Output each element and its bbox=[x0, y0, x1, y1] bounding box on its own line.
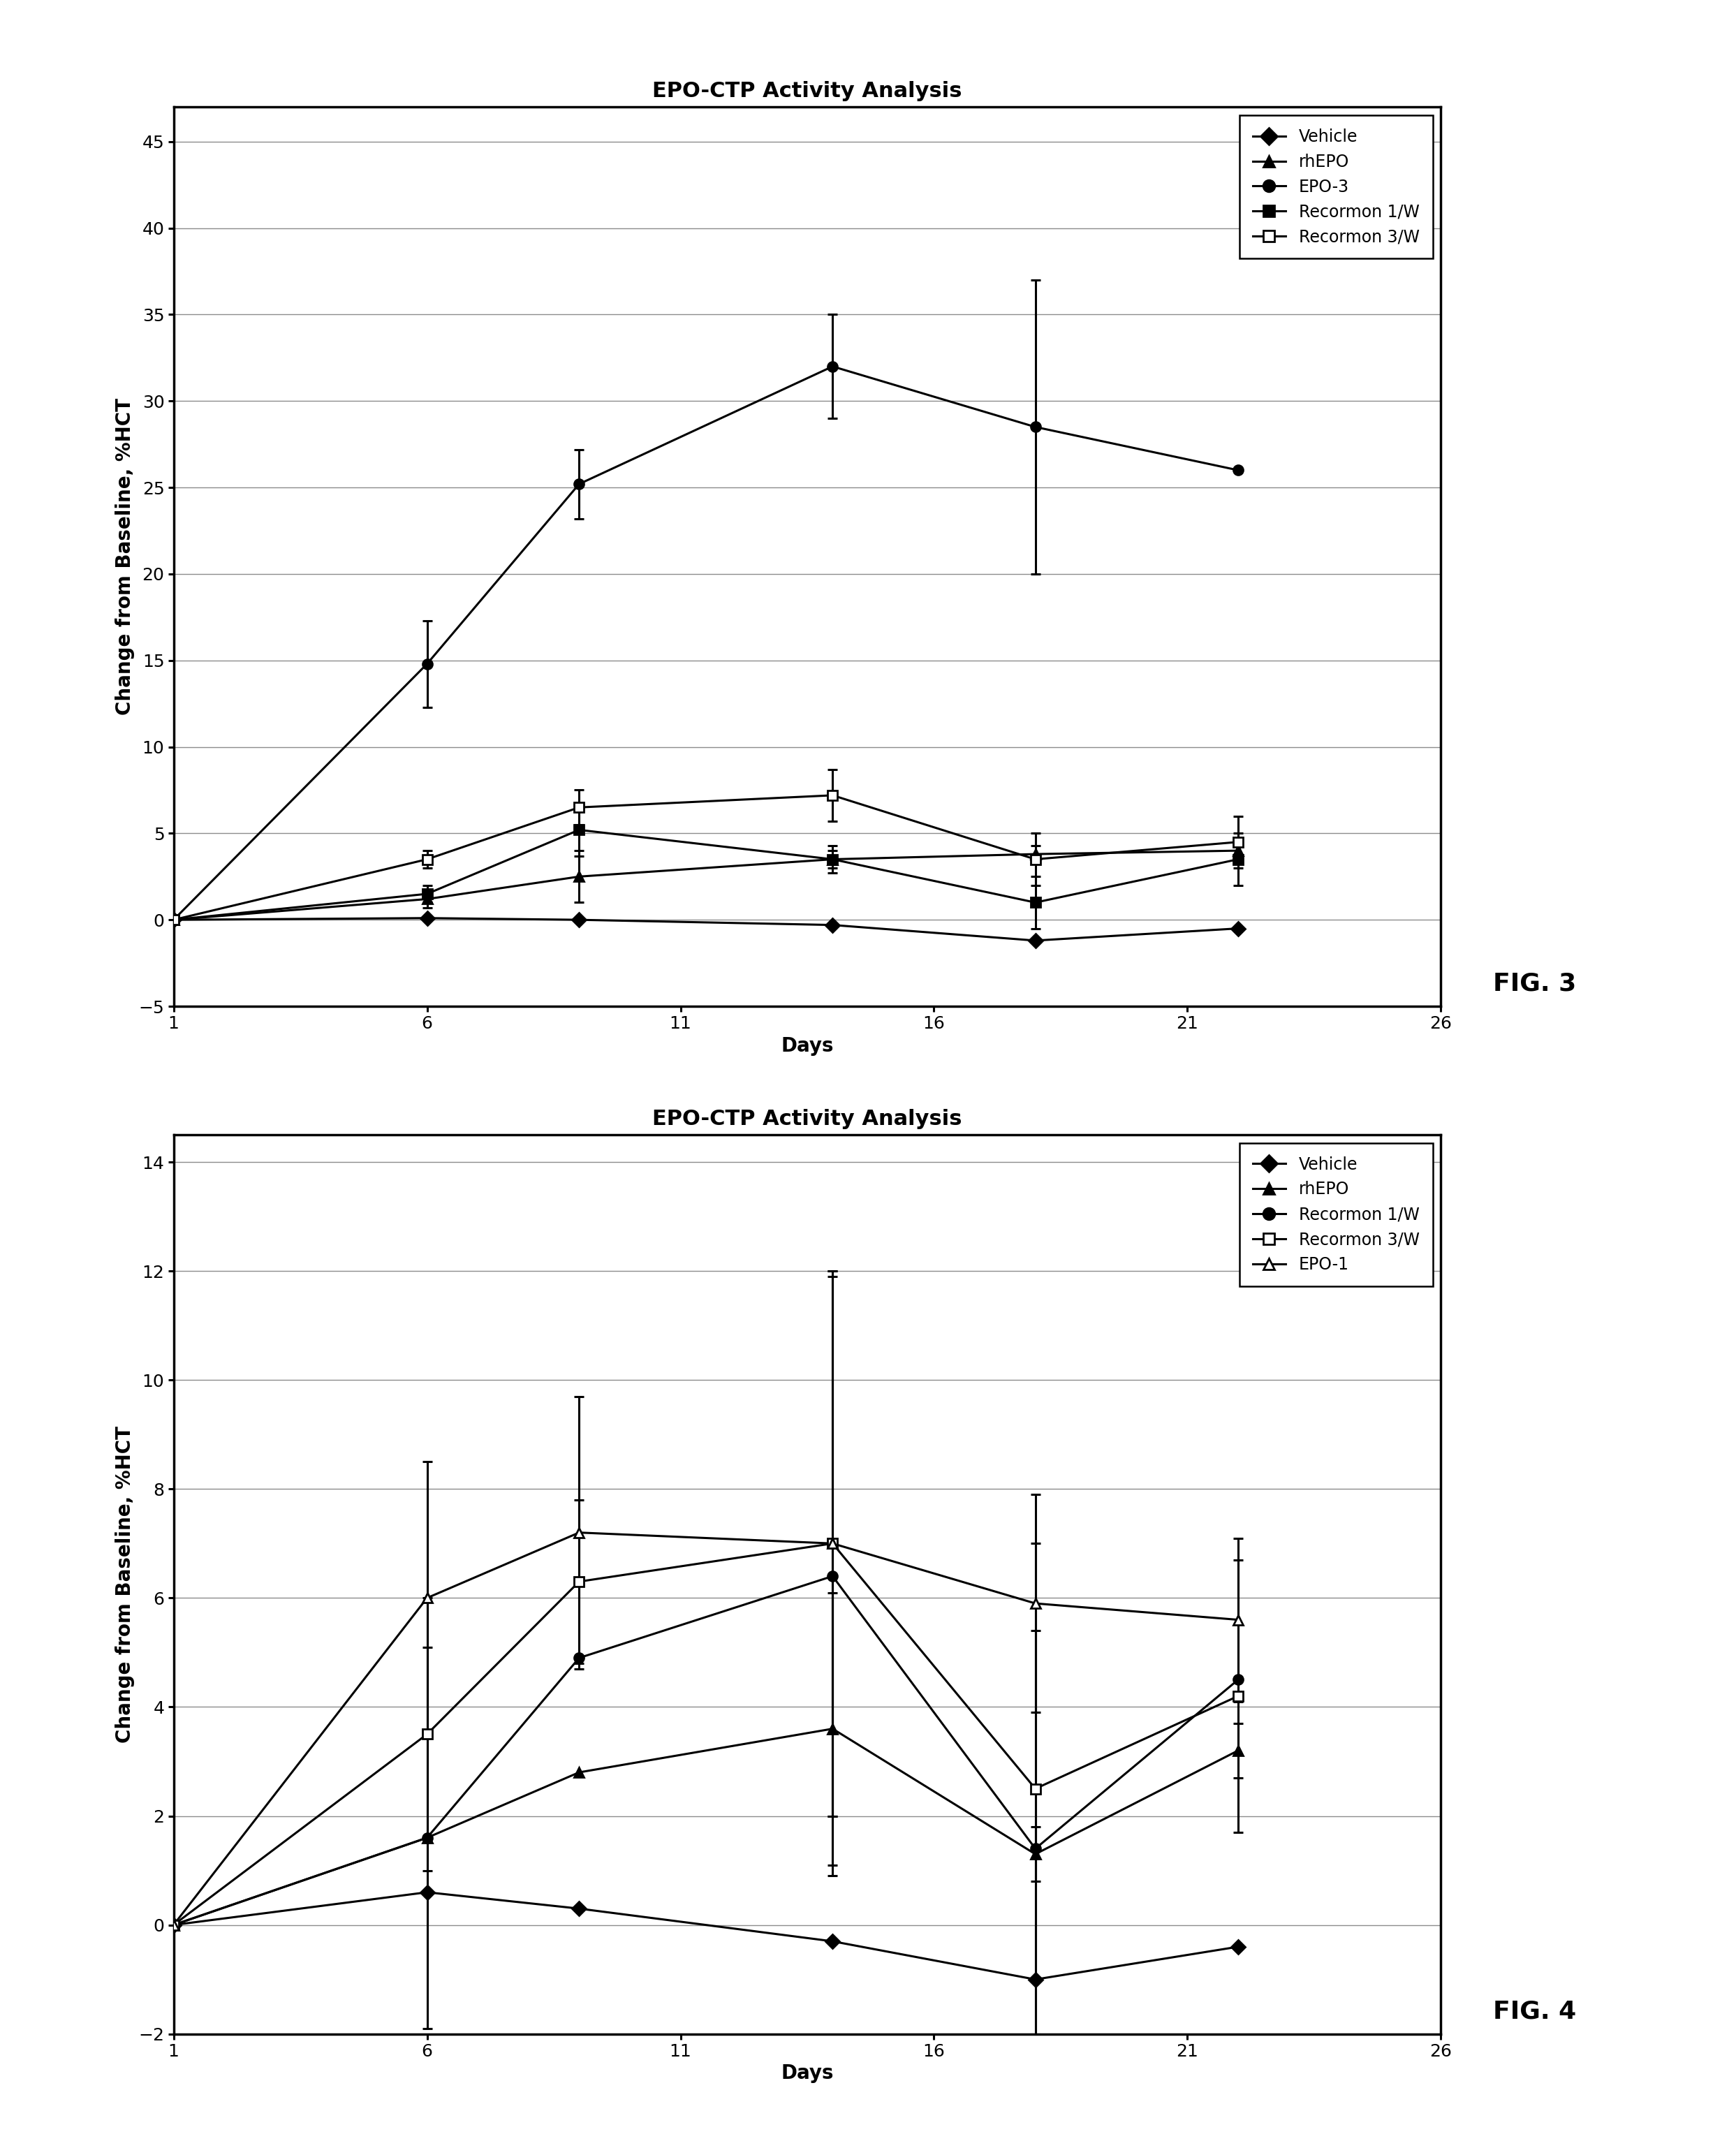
Text: FIG. 3: FIG. 3 bbox=[1493, 972, 1576, 996]
Y-axis label: Change from Baseline, %HCT: Change from Baseline, %HCT bbox=[115, 398, 135, 715]
Title: EPO-CTP Activity Analysis: EPO-CTP Activity Analysis bbox=[653, 81, 962, 101]
Y-axis label: Change from Baseline, %HCT: Change from Baseline, %HCT bbox=[115, 1426, 135, 1743]
X-axis label: Days: Days bbox=[781, 2064, 833, 2083]
X-axis label: Days: Days bbox=[781, 1036, 833, 1056]
Legend: Vehicle, rhEPO, Recormon 1/W, Recormon 3/W, EPO-1: Vehicle, rhEPO, Recormon 1/W, Recormon 3… bbox=[1240, 1143, 1432, 1287]
Legend: Vehicle, rhEPO, EPO-3, Recormon 1/W, Recormon 3/W: Vehicle, rhEPO, EPO-3, Recormon 1/W, Rec… bbox=[1240, 116, 1432, 259]
Text: FIG. 4: FIG. 4 bbox=[1493, 2000, 1576, 2023]
Title: EPO-CTP Activity Analysis: EPO-CTP Activity Analysis bbox=[653, 1109, 962, 1128]
